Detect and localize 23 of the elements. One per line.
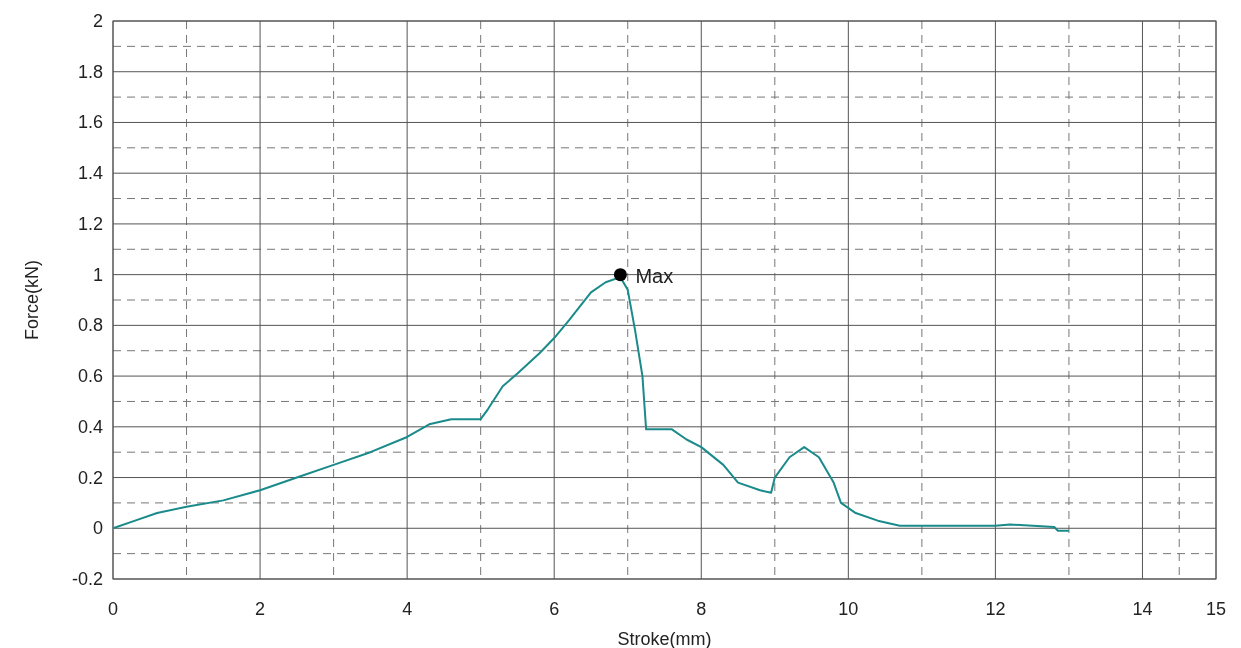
x-tick-label: 14 xyxy=(1132,599,1153,619)
y-tick-label: 1 xyxy=(92,264,103,285)
y-tick-label: 2 xyxy=(92,11,103,31)
x-tick-label: 4 xyxy=(402,599,413,619)
x-tick-label: 2 xyxy=(255,599,266,619)
y-tick-label: 0.6 xyxy=(77,366,103,387)
y-tick-label: 1.8 xyxy=(77,61,103,82)
x-tick-label: 12 xyxy=(985,599,1006,619)
y-tick-label: 1.2 xyxy=(77,213,103,234)
y-tick-label: 1.4 xyxy=(77,163,103,184)
y-tick-label: 0 xyxy=(92,518,103,539)
x-tick-label: 6 xyxy=(549,599,560,619)
x-tick-label: 8 xyxy=(696,599,707,619)
x-tick-label: 10 xyxy=(838,599,859,619)
x-tick-label: 15 xyxy=(1205,599,1227,619)
y-tick-label: 0.4 xyxy=(77,416,103,437)
x-tick-label: 0 xyxy=(107,599,119,619)
y-axis-title: Force(kN) xyxy=(22,260,42,340)
y-tick-label: -0.2 xyxy=(71,569,103,589)
y-tick-label: 0.8 xyxy=(77,315,103,336)
y-tick-label: 0.2 xyxy=(77,467,103,488)
x-axis-title: Stroke(mm) xyxy=(617,629,712,648)
y-tick-label: 1.6 xyxy=(77,112,103,133)
